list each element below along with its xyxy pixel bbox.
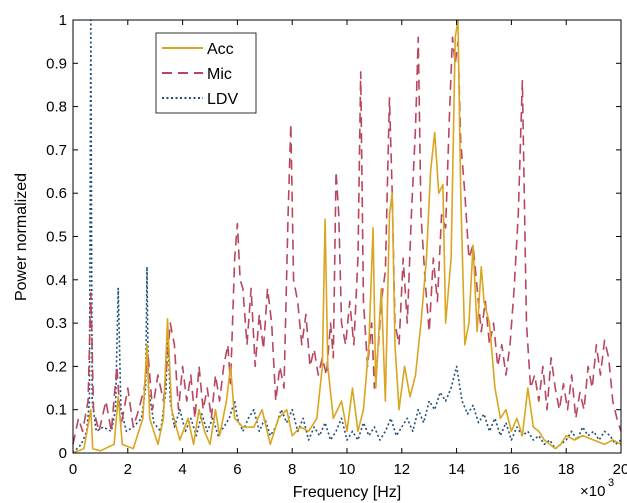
legend-box xyxy=(155,32,257,114)
y-tick-label: 0.5 xyxy=(46,229,67,246)
series-line-mic xyxy=(72,36,622,445)
x-tick-label: 6 xyxy=(233,461,241,478)
y-tick-label: 0.6 xyxy=(46,185,67,202)
legend-label-mic: Mic xyxy=(207,66,232,83)
x-tick-label: 14 xyxy=(448,461,465,478)
series-layer xyxy=(72,19,622,454)
series-line-acc xyxy=(72,19,622,454)
legend: Acc Mic LDV xyxy=(155,32,257,114)
y-axis-label: Power normalized xyxy=(13,173,30,301)
x-tick-label: 4 xyxy=(178,461,186,478)
x-tick-label: 2 xyxy=(124,461,132,478)
y-tick-label: 0.8 xyxy=(46,99,67,116)
x-tick-label: 16 xyxy=(503,461,520,478)
legend-label-acc: Acc xyxy=(207,41,234,58)
x-multiplier-exponent: 3 xyxy=(608,477,614,489)
y-tick-label: 0 xyxy=(59,445,67,462)
y-tick-label: 0.1 xyxy=(46,402,67,419)
y-tick-label: 0.7 xyxy=(46,142,67,159)
x-tick-label: 12 xyxy=(393,461,410,478)
x-tick-label: 8 xyxy=(288,461,296,478)
legend-label-ldv: LDV xyxy=(207,91,238,108)
x-tick-label: 18 xyxy=(558,461,575,478)
ticks-layer xyxy=(72,19,622,454)
tick-labels-layer: 0 2 4 6 8 10 12 14 16 18 20 0 0.1 0.2 0.3 0.4 0.5 0.6 0.7 0… xyxy=(46,12,627,478)
x-axis-multiplier: ×10 3 xyxy=(580,477,614,500)
x-tick-label: 10 xyxy=(339,461,356,478)
y-tick-label: 0.4 xyxy=(46,272,67,289)
y-tick-label: 0.9 xyxy=(46,55,67,72)
series-line-ldv xyxy=(72,19,622,454)
x-multiplier-base: ×10 xyxy=(580,483,605,500)
y-tick-label: 0.2 xyxy=(46,358,67,375)
x-axis-label: Frequency [Hz] xyxy=(293,484,401,501)
y-tick-label: 1 xyxy=(59,12,67,29)
x-tick-label: 20 xyxy=(613,461,627,478)
x-tick-label: 0 xyxy=(69,461,77,478)
y-tick-label: 0.3 xyxy=(46,315,67,332)
